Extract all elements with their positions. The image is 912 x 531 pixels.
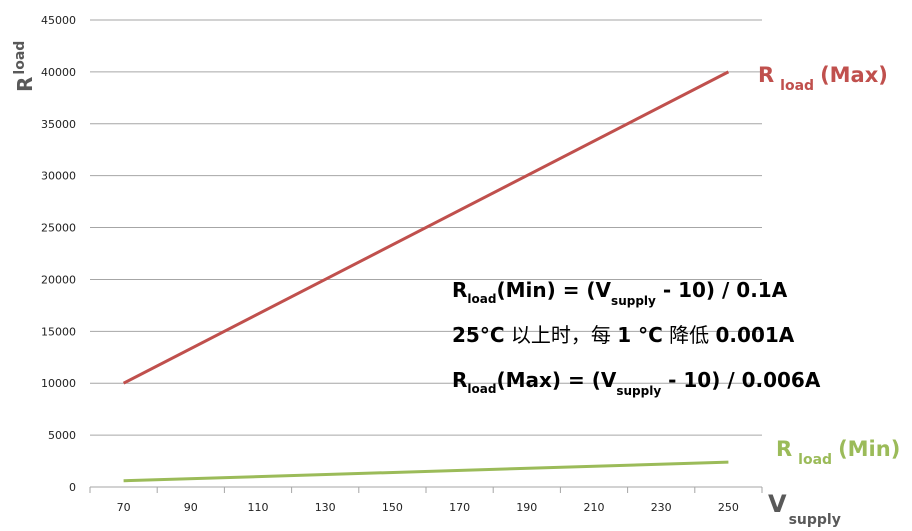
series-line-min (123, 460, 729, 483)
note-degree: 1 °C (617, 323, 663, 347)
y-tick-label: 45000 (41, 14, 76, 27)
y-tick-label: 10000 (41, 377, 76, 390)
series-line-max (122, 70, 730, 385)
y-axis-ticks: 0 5000 10000 15000 20000 25000 30000 35000 40000… (41, 14, 76, 494)
formula-max-r-sub: load (467, 382, 496, 396)
formula-max-r: R (452, 368, 467, 392)
series-label-min-sub: load (798, 452, 832, 468)
x-axis-title: Vsupply (768, 490, 841, 528)
formula-min-v-sub: supply (611, 294, 656, 308)
series-label-max-tail: (Max) (820, 63, 888, 87)
formula-min-r-sub: load (467, 292, 496, 306)
note-text-1: 以上时，每 (505, 323, 618, 347)
formula-min-a: (Min) = (V (496, 278, 611, 302)
x-tick-label: 110 (248, 501, 269, 514)
y-tick-label: 30000 (41, 170, 76, 183)
y-axis-title: Rload (12, 41, 37, 92)
note-temp: 25°C (452, 323, 505, 347)
x-tick-label: 190 (516, 501, 537, 514)
x-tick-label: 150 (382, 501, 403, 514)
series-label-min-tail: (Min) (838, 437, 900, 461)
y-tick-label: 40000 (41, 66, 76, 79)
formula-max-v-sub: supply (616, 384, 661, 398)
x-tick-label: 170 (449, 501, 470, 514)
formula-max-b: - 10) / 0.006A (661, 368, 821, 392)
x-tick-label: 250 (718, 501, 739, 514)
temperature-derating-note: 25°C 以上时，每 1 °C 降低 0.001A (452, 323, 795, 347)
note-amount: 0.001A (716, 323, 795, 347)
x-axis-ticks: 70 90 110 130 150 170 190 210 230 250 (117, 501, 739, 514)
y-tick-label: 20000 (41, 273, 76, 286)
x-tick-label: 70 (117, 501, 131, 514)
x-tick-label: 210 (584, 501, 605, 514)
x-tick-label: 90 (184, 501, 198, 514)
y-tick-label: 15000 (41, 325, 76, 338)
note-text-2: 降低 (663, 323, 716, 347)
formula-min-b: - 10) / 0.1A (656, 278, 788, 302)
formula-min: Rload(Min) = (Vsupply - 10) / 0.1A (452, 278, 788, 308)
x-axis (89, 486, 763, 493)
x-tick-label: 230 (651, 501, 672, 514)
formula-max-a: (Max) = (V (496, 368, 616, 392)
formula-min-r: R (452, 278, 467, 302)
x-axis-title-main: V (768, 490, 787, 518)
formula-max: Rload(Max) = (Vsupply - 10) / 0.006A (452, 368, 821, 398)
y-tick-label: 25000 (41, 222, 76, 235)
series-label-min-main: R (776, 437, 792, 461)
series-label-max-main: R (758, 63, 774, 87)
series-label-max-sub: load (780, 78, 814, 94)
y-axis-title-sub: load (12, 41, 28, 75)
y-axis-title-main: R (13, 77, 37, 92)
y-tick-label: 35000 (41, 118, 76, 131)
x-tick-label: 130 (315, 501, 336, 514)
y-tick-label: 0 (69, 481, 76, 494)
x-axis-title-sub: supply (789, 512, 841, 528)
y-tick-label: 5000 (48, 429, 76, 442)
series-lines (122, 70, 730, 483)
